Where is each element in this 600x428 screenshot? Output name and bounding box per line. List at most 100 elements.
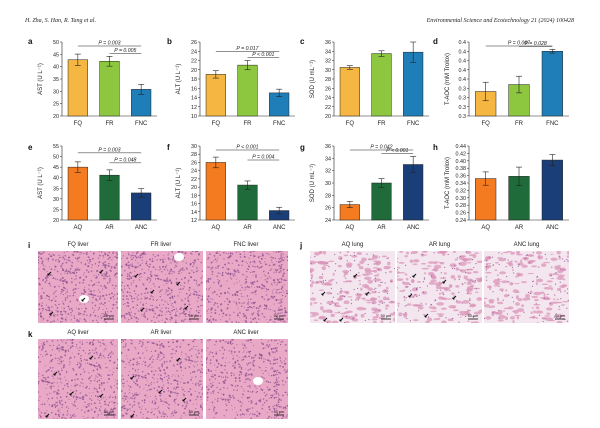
cell-nucleus xyxy=(58,347,60,350)
cell-nucleus xyxy=(188,409,190,411)
cell-nucleus xyxy=(97,295,99,297)
cell-nucleus xyxy=(140,298,142,300)
cell-nucleus xyxy=(55,401,57,404)
cell-nucleus xyxy=(227,256,230,259)
cell-nucleus xyxy=(183,319,185,321)
cell-nucleus xyxy=(245,320,247,323)
cell-nucleus xyxy=(56,397,58,399)
cell-nucleus xyxy=(237,264,240,266)
cell-nucleus xyxy=(127,305,130,307)
cell-nucleus xyxy=(194,361,196,363)
cell-nucleus xyxy=(139,272,141,274)
cell-nucleus xyxy=(89,260,91,263)
cell-nucleus xyxy=(245,281,248,283)
cell-nucleus xyxy=(40,304,43,307)
cell-nucleus xyxy=(209,278,212,281)
cell-nucleus xyxy=(129,364,131,366)
cell-nucleus xyxy=(251,313,254,316)
cell-nucleus xyxy=(242,394,245,396)
cell-nucleus xyxy=(246,351,248,353)
cell-nucleus xyxy=(188,311,191,313)
cell-nucleus xyxy=(162,413,164,415)
cell-nucleus xyxy=(124,264,126,265)
cell-nucleus xyxy=(182,269,184,271)
cell-nucleus xyxy=(207,340,209,342)
cell-nucleus xyxy=(102,355,105,357)
cell-nucleus xyxy=(129,409,131,411)
cell-nucleus xyxy=(215,351,217,353)
tissue-fiber xyxy=(372,254,378,258)
tissue-fiber xyxy=(431,275,437,279)
cell-nucleus xyxy=(130,277,133,279)
cell-nucleus xyxy=(566,288,569,290)
cell-nucleus xyxy=(273,382,275,384)
cell-nucleus xyxy=(83,303,85,305)
cell-nucleus xyxy=(281,257,284,259)
cell-nucleus xyxy=(518,263,520,266)
cell-nucleus xyxy=(156,358,158,360)
cell-nucleus xyxy=(270,339,273,342)
tissue-fiber xyxy=(510,251,516,255)
cell-nucleus xyxy=(172,374,174,376)
cell-nucleus xyxy=(69,267,72,270)
cell-nucleus xyxy=(156,416,159,418)
cell-nucleus xyxy=(357,299,359,301)
tissue-fiber xyxy=(361,284,369,288)
cell-nucleus xyxy=(280,406,282,408)
cell-nucleus xyxy=(209,339,211,341)
cell-nucleus xyxy=(139,276,141,278)
cell-nucleus xyxy=(92,364,95,367)
cell-nucleus xyxy=(276,362,278,364)
cell-nucleus xyxy=(100,412,102,414)
cell-nucleus xyxy=(135,259,137,261)
cell-nucleus xyxy=(236,384,239,387)
cell-nucleus xyxy=(513,272,515,274)
cell-nucleus xyxy=(38,303,41,306)
cell-nucleus xyxy=(174,398,176,401)
cell-nucleus xyxy=(68,308,71,311)
cell-nucleus xyxy=(139,340,142,343)
tissue-fiber xyxy=(310,256,312,259)
cell-nucleus xyxy=(96,321,99,323)
cell-nucleus xyxy=(176,395,178,397)
cell-nucleus xyxy=(167,254,169,256)
cell-nucleus xyxy=(278,268,280,270)
cell-nucleus xyxy=(166,277,169,279)
cell-nucleus xyxy=(234,417,237,419)
cell-nucleus xyxy=(152,296,154,298)
cell-nucleus xyxy=(272,256,274,259)
cell-nucleus xyxy=(197,360,199,362)
cell-nucleus xyxy=(276,261,278,263)
tissue-fiber xyxy=(402,313,408,316)
cell-nucleus xyxy=(189,399,192,402)
cell-nucleus xyxy=(508,281,510,283)
cell-nucleus xyxy=(406,286,408,288)
cell-nucleus xyxy=(280,301,282,303)
tissue-fiber xyxy=(537,255,544,260)
cell-nucleus xyxy=(224,362,227,364)
cell-nucleus xyxy=(114,404,116,406)
cell-nucleus xyxy=(233,269,236,272)
tissue-fiber xyxy=(556,251,561,255)
cell-nucleus xyxy=(270,268,273,270)
tissue-fiber xyxy=(535,278,544,283)
cell-nucleus xyxy=(238,298,240,301)
cell-nucleus xyxy=(112,408,115,411)
cell-nucleus xyxy=(95,407,97,409)
cell-nucleus xyxy=(97,284,99,286)
cell-nucleus xyxy=(244,275,246,277)
cell-nucleus xyxy=(256,391,259,393)
y-tick-label: 10 xyxy=(191,114,197,120)
cell-nucleus xyxy=(242,273,244,276)
cell-nucleus xyxy=(80,355,82,357)
tissue-fiber xyxy=(498,314,506,319)
cell-nucleus xyxy=(263,298,266,301)
tissue-fiber xyxy=(463,275,468,280)
cell-nucleus xyxy=(254,317,257,320)
cell-nucleus xyxy=(126,305,128,307)
cell-nucleus xyxy=(226,297,229,300)
tissue-fiber xyxy=(399,290,405,292)
cell-nucleus xyxy=(141,254,143,256)
cell-nucleus xyxy=(74,405,77,407)
cell-nucleus xyxy=(146,410,149,413)
